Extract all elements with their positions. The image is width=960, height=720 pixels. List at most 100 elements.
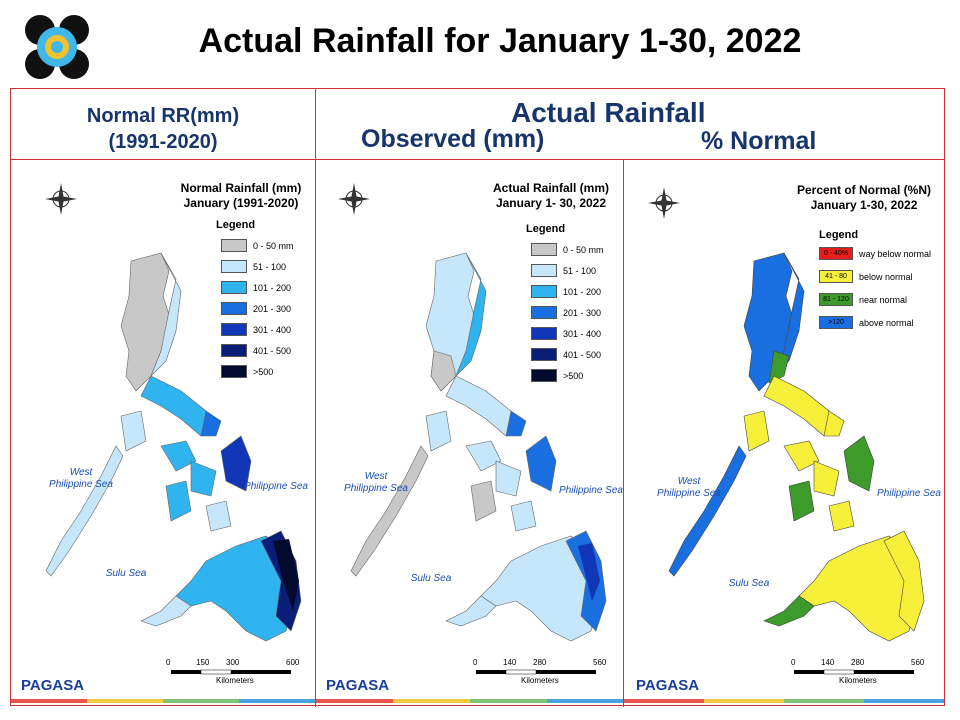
legend-item: 301 - 400: [531, 327, 601, 340]
legend-swatch: [531, 306, 557, 319]
scale-tick: 140: [821, 658, 835, 667]
legend-label: 0 - 50 mm: [253, 240, 294, 251]
legend-item: 201 - 300: [221, 302, 291, 315]
pagasa-brand: PAGASA: [636, 677, 700, 694]
scale-tick: 0: [166, 658, 171, 667]
map-title: Percent of Normal (%N) January 1-30, 202…: [789, 183, 939, 213]
legend-item: 51 - 100: [531, 264, 596, 277]
sea-label-east: Philippine Sea: [244, 481, 308, 492]
normal-column-header: Normal RR(mm) (1991-2020): [11, 89, 315, 159]
compass-rose-icon: [648, 187, 680, 219]
legend-swatch: [221, 239, 247, 252]
observed-header: Observed (mm): [361, 125, 545, 153]
scale-tick: 600: [286, 658, 300, 667]
legend-title: Legend: [216, 219, 256, 231]
scale-tick: 280: [533, 658, 547, 667]
legend-swatch-label: 81 - 120: [819, 293, 853, 306]
map-title: Normal Rainfall (mm) January (1991-2020): [171, 181, 311, 211]
scale-unit: Kilometers: [216, 676, 254, 685]
map-panel-percent: Percent of Normal (%N) January 1-30, 202…: [624, 161, 944, 706]
scale-unit: Kilometers: [839, 676, 877, 685]
scale-tick: 0: [791, 658, 796, 667]
map-title: Actual Rainfall (mm) January 1- 30, 2022: [486, 181, 616, 211]
legend-item: 0 - 50 mm: [531, 243, 604, 256]
legend-label: >500: [563, 370, 584, 381]
legend-item: 101 - 200: [221, 281, 291, 294]
legend-item: 0 - 50 mm: [221, 239, 294, 252]
percent-normal-map: [648, 187, 925, 675]
scale-tick: 280: [851, 658, 865, 667]
scale-unit: Kilometers: [521, 676, 559, 685]
percent-normal-header: % Normal: [701, 127, 817, 155]
legend-swatch: [221, 302, 247, 315]
legend-label: 51 - 100: [253, 261, 287, 272]
sea-label-sulu: Sulu Sea: [410, 573, 452, 584]
scale-bar: [476, 669, 596, 675]
normal-header-line2: (1991-2020): [108, 131, 218, 153]
legend-item: 81 - 120 near normal: [819, 293, 907, 306]
legend-label: 401 - 500: [253, 345, 292, 356]
legend-label: above normal: [859, 317, 914, 328]
map-title-line2: January 1- 30, 2022: [495, 196, 607, 210]
legend-label: 301 - 400: [563, 328, 602, 339]
legend-swatch: [221, 260, 247, 273]
pagasa-brand: PAGASA: [326, 677, 390, 694]
scale-tick: 150: [196, 658, 210, 667]
legend-item: 401 - 500: [531, 348, 601, 361]
legend-swatch: [221, 344, 247, 357]
page-title: Actual Rainfall for January 1-30, 2022: [198, 22, 802, 60]
legend-label: 51 - 100: [563, 265, 597, 276]
scale-bar: [794, 669, 914, 675]
legend-swatch: [531, 327, 557, 340]
sea-label-west: West Philippine Sea: [344, 471, 408, 494]
legend-item: 201 - 300: [531, 306, 601, 319]
map-panel-actual: Actual Rainfall (mm) January 1- 30, 2022…: [316, 161, 623, 706]
scale-tick: 0: [473, 658, 478, 667]
scale-tick: 560: [593, 658, 607, 667]
legend-swatch-label: 41 - 80: [819, 270, 853, 283]
map-title-line2: January (1991-2020): [183, 196, 299, 210]
legend-item: >500: [221, 365, 273, 378]
legend-label: 0 - 50 mm: [563, 244, 604, 255]
normal-header-line1: Normal RR(mm): [86, 105, 240, 127]
legend-item: 401 - 500: [221, 344, 291, 357]
normal-rainfall-map: [45, 183, 302, 675]
legend-title: Legend: [526, 223, 566, 235]
legend-label: >500: [253, 366, 274, 377]
legend-item: 0 - 40% way below normal: [819, 247, 931, 260]
legend-swatch-label: 0 - 40%: [819, 247, 853, 260]
legend-item: 51 - 100: [221, 260, 286, 273]
scale-tick: 560: [911, 658, 925, 667]
actual-rainfall-map: [338, 183, 607, 675]
pagasa-logo: [25, 15, 89, 79]
legend-item: >500: [531, 369, 583, 382]
map-title-line1: Actual Rainfall (mm): [492, 181, 609, 195]
legend-label: 301 - 400: [253, 324, 292, 335]
compass-rose-icon: [45, 183, 77, 215]
legend-swatch: [221, 365, 247, 378]
legend-label: 201 - 300: [563, 307, 602, 318]
legend-item: >120 above normal: [819, 316, 914, 329]
legend-swatch: [221, 323, 247, 336]
sea-label-sulu: Sulu Sea: [728, 578, 770, 589]
legend-item: 101 - 200: [531, 285, 601, 298]
scale-tick: 300: [226, 658, 240, 667]
sea-label-east: Philippine Sea: [559, 485, 623, 496]
legend-swatch: [531, 243, 557, 256]
map-panel-normal: Normal Rainfall (mm) January (1991-2020)…: [11, 161, 315, 706]
legend-title: Legend: [819, 229, 859, 241]
legend-item: 41 - 80 below normal: [819, 270, 913, 283]
map-title-line1: Percent of Normal (%N): [796, 183, 932, 197]
compass-rose-icon: [338, 183, 370, 215]
legend-swatch: [531, 285, 557, 298]
legend-swatch: [531, 369, 557, 382]
pagasa-brand: PAGASA: [21, 677, 85, 694]
legend-swatch: [531, 264, 557, 277]
figure-frame: Normal RR(mm) (1991-2020) Actual Rainfal…: [10, 88, 945, 707]
legend-item: 301 - 400: [221, 323, 291, 336]
legend-label: near normal: [859, 294, 908, 305]
legend-swatch: [221, 281, 247, 294]
sea-label-east: Philippine Sea: [877, 488, 941, 499]
map-title-line2: January 1-30, 2022: [810, 198, 918, 212]
map-title-line1: Normal Rainfall (mm): [180, 181, 302, 195]
